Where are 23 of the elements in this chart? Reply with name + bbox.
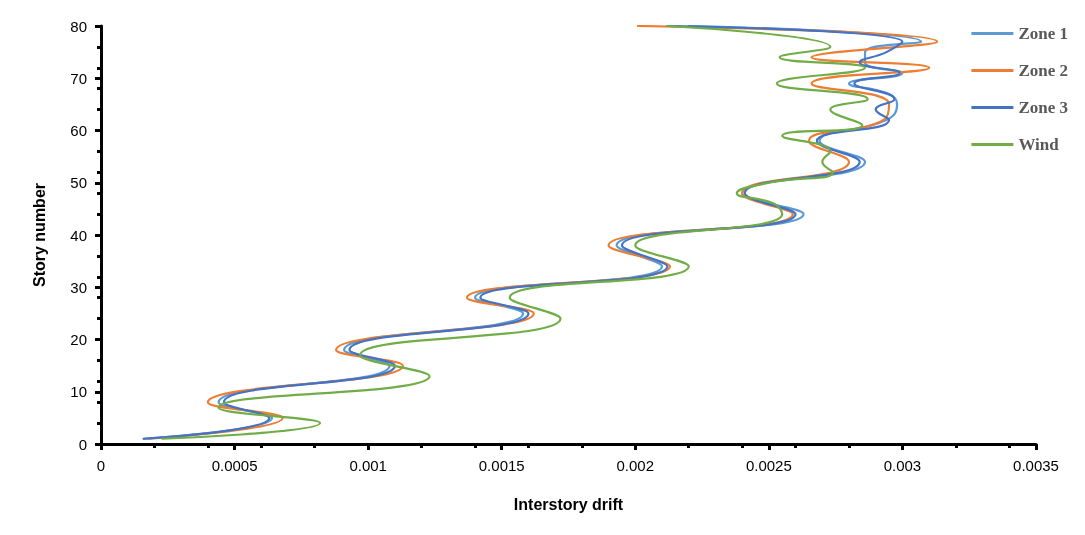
legend-label: Zone 2 bbox=[1018, 61, 1068, 80]
x-axis-title: Interstory drift bbox=[513, 495, 624, 513]
y-tick-label: 70 bbox=[70, 69, 87, 87]
y-tick-label: 30 bbox=[70, 278, 87, 296]
legend-label: Zone 3 bbox=[1018, 98, 1068, 117]
legend-label: Wind bbox=[1018, 135, 1060, 154]
y-tick-label: 10 bbox=[70, 383, 87, 401]
y-tick-label: 50 bbox=[70, 174, 87, 192]
x-tick-label: 0.003 bbox=[883, 457, 922, 474]
y-tick-label: 80 bbox=[70, 17, 87, 35]
x-tick-label: 0.0025 bbox=[745, 457, 792, 474]
y-tick-label: 60 bbox=[70, 122, 87, 139]
x-tick-label: 0.001 bbox=[349, 457, 387, 474]
x-tick-label: 0.0015 bbox=[478, 457, 525, 474]
x-tick-label: 0.002 bbox=[616, 457, 655, 474]
x-tick-label: 0.0035 bbox=[1013, 457, 1059, 474]
y-tick-label: 40 bbox=[70, 226, 87, 244]
legend-label: Zone 1 bbox=[1018, 24, 1068, 43]
y-tick-label: 20 bbox=[70, 331, 87, 348]
y-tick-label: 0 bbox=[78, 435, 87, 453]
x-tick-label: 0 bbox=[96, 457, 106, 474]
y-axis-title: Story number bbox=[30, 182, 48, 288]
x-tick-label: 0.0005 bbox=[211, 457, 258, 474]
